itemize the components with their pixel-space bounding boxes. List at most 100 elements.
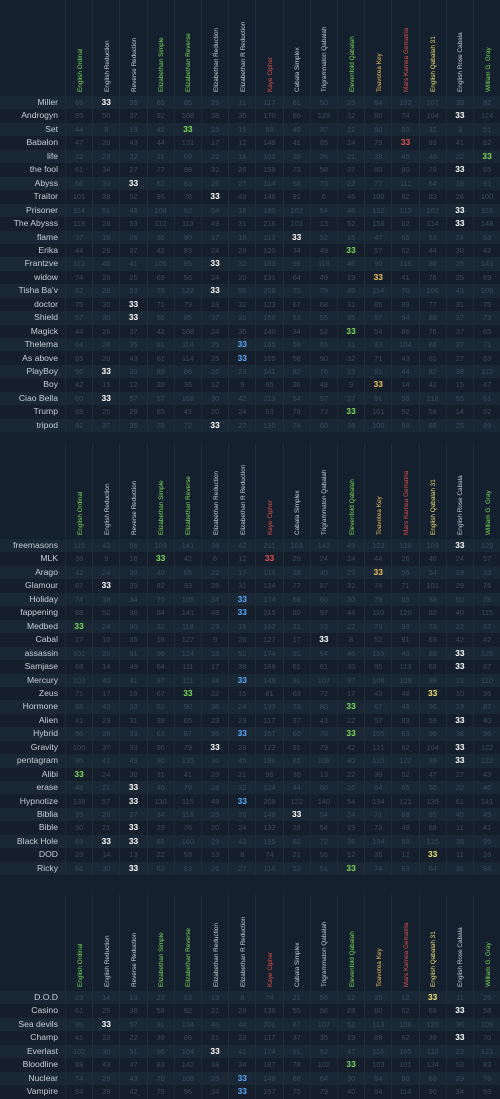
- value-cell: 53: [119, 217, 146, 231]
- table-row[interactable]: freemasons 115 43 56 109 141 38 42 211 103 142 49 12…: [0, 539, 500, 553]
- table-row[interactable]: DOD 23 14 13 22 53 13 8 74 21 56 12 35 12 33 11 26: [0, 848, 500, 862]
- table-row[interactable]: Cabal 17 10 35 18 127 9 26 127 17 33 8 52 91 63 42 42: [0, 633, 500, 647]
- value-cell: 13: [309, 767, 337, 782]
- table-row[interactable]: D.O.D 23 14 13 22 53 13 8 74 21 56 12 35 12 33 11 26: [0, 991, 500, 1005]
- table-row[interactable]: Zeus 71 17 19 67 33 22 15 81 63 72 17 43 48 33 10 96: [0, 686, 500, 701]
- table-row[interactable]: pentagram 95 41 49 90 135 36 45 196 85 108 40 110 122…: [0, 754, 500, 768]
- value-cell-highlighted: 33: [228, 606, 255, 620]
- table-row[interactable]: Abyss 66 30 33 62 63 26 27 114 58 73 22 77 111 64 18 91: [0, 176, 500, 191]
- value-cell: 42: [146, 243, 174, 258]
- table-row[interactable]: The Abysss 118 28 53 112 113 49 31 216 103 13 52 158…: [0, 217, 500, 231]
- table-row[interactable]: Glamour 87 33 39 82 93 28 31 134 77 87 32 74 71 101 29 7…: [0, 579, 500, 593]
- table-row[interactable]: Alibi 33 24 30 31 41 23 21 95 30 13 22 39 52 47 27 43: [0, 767, 500, 782]
- table-row[interactable]: Everlast 102 30 51 96 104 33 41 174 91 92 47 116 105 1…: [0, 1044, 500, 1059]
- table-row[interactable]: doctor 75 30 33 71 79 28 32 123 67 68 31 85 89 77 31 75: [0, 297, 500, 312]
- value-cell-highlighted: 33: [201, 257, 228, 271]
- column-header-row: English Ordinal English Reduction Reverse …: [0, 0, 500, 96]
- value-cell: 37: [309, 122, 337, 137]
- table-row[interactable]: Trump 88 25 29 83 42 20 24 63 78 73 33 101 52 58 14 92: [0, 405, 500, 419]
- value-cell: 48: [337, 203, 364, 217]
- value-cell: 67: [282, 297, 310, 312]
- value-cell: 129: [473, 539, 500, 553]
- table-row[interactable]: Biblia 35 26 37 34 116 25 33 148 33 54 24 71 88 95 45 45: [0, 808, 500, 822]
- table-row[interactable]: flame 37 19 26 35 90 17 18 113 33 52 15 47 65 53 24 53: [0, 230, 500, 244]
- value-cell: 46: [201, 1017, 228, 1032]
- table-row[interactable]: Alien 41 23 31 39 65 23 23 117 37 43 22 57 83 59 33 40: [0, 713, 500, 728]
- value-cell: 71: [364, 351, 391, 365]
- value-cell-highlighted: 33: [445, 713, 473, 728]
- table-row[interactable]: Tisha Ba'v 82 28 53 78 122 33 50 208 75 79 49 114 70 1…: [0, 284, 500, 298]
- table-row[interactable]: Set 44 8 19 42 33 15 15 68 40 37 22 50 83 32 3 51: [0, 122, 500, 137]
- value-cell: 69: [473, 270, 500, 285]
- table-row[interactable]: Hybrid 66 39 33 63 87 36 33 157 60 78 33 105 63 96 38 96: [0, 727, 500, 741]
- value-cell: 134: [418, 1058, 446, 1072]
- value-cell: 122: [173, 284, 201, 298]
- value-cell: 141: [473, 794, 500, 808]
- value-cell: 38: [201, 539, 228, 553]
- table-row[interactable]: Sea devils 96 33 57 91 134 46 44 201 87 107 52 113 10…: [0, 1017, 500, 1032]
- table-row[interactable]: As above 65 20 43 61 114 25 33 165 58 90 32 71 43 81 27…: [0, 351, 500, 365]
- value-cell: 57: [65, 311, 92, 325]
- table-row[interactable]: Prisoner 114 51 48 108 92 54 18 180 102 94 48 132 113…: [0, 203, 500, 217]
- table-row[interactable]: Gravity 100 37 33 96 79 33 28 123 91 79 42 121 92 104 3…: [0, 740, 500, 755]
- table-row[interactable]: Hypnotize 138 57 33 130 115 49 33 208 122 140 54 134…: [0, 794, 500, 808]
- table-row[interactable]: life 32 23 22 31 69 22 16 109 30 26 21 39 49 46 22 33: [0, 149, 500, 164]
- value-cell-highlighted: 33: [119, 311, 146, 325]
- row-phrase: As above: [22, 352, 58, 363]
- table-row[interactable]: Samjase 68 14 49 64 111 17 39 168 61 61 33 95 113 68 33…: [0, 660, 500, 674]
- table-row[interactable]: Nuclear 74 29 43 70 105 25 33 148 66 64 30 94 80 88 29 7…: [0, 1071, 500, 1086]
- value-cell: 79: [282, 700, 310, 714]
- table-row[interactable]: widow 74 29 25 69 56 24 20 131 64 49 19 33 41 76 25 69: [0, 270, 500, 285]
- value-cell: 63: [473, 351, 500, 365]
- value-cell: 20: [92, 646, 119, 660]
- row-phrase: Miller: [37, 97, 58, 107]
- table-row[interactable]: erase 48 21 33 46 79 28 32 124 44 60 26 64 65 50 22 46: [0, 781, 500, 795]
- table-row[interactable]: Androgyn 95 50 37 92 108 38 36 170 86 129 32 80 74 104…: [0, 109, 500, 123]
- value-cell: 39: [146, 713, 174, 728]
- table-row[interactable]: Miller 69 33 39 65 85 29 11 117 61 50 25 84 102 107 38 8…: [0, 96, 500, 110]
- value-cell: 187: [255, 1058, 282, 1072]
- value-cell: 36: [391, 391, 418, 406]
- table-row[interactable]: Shield 57 30 33 55 85 37 32 159 53 55 35 97 94 89 37 73: [0, 311, 500, 325]
- value-cell: 84: [65, 1085, 92, 1099]
- table-row[interactable]: Ricky 66 30 33 62 63 26 27 114 52 51 33 74 63 64 31 84: [0, 861, 500, 876]
- table-row[interactable]: assassin 101 20 61 96 124 18 52 174 91 94 46 110 43 89…: [0, 646, 500, 660]
- column-header: English Qabalah 31: [418, 0, 447, 96]
- table-row[interactable]: Babalon 47 20 43 44 131 17 12 148 41 85 14 79 33 93 41 6…: [0, 136, 500, 150]
- table-row[interactable]: Traitor 101 38 52 96 78 33 43 148 91 6 46 100 82 83 26 1…: [0, 190, 500, 204]
- row-phrase: Frantzve: [24, 258, 58, 269]
- table-row[interactable]: Champ 41 23 22 39 86 21 23 117 37 35 19 89 62 39 33 70: [0, 1031, 500, 1045]
- value-cell: 42: [228, 391, 255, 406]
- table-row[interactable]: Arago 42 24 30 40 65 22 17 118 38 45 29 33 55 54 19 33: [0, 565, 500, 580]
- table-row[interactable]: Vampire 84 39 42 79 96 34 33 157 75 79 40 94 114 90 34 9…: [0, 1085, 500, 1099]
- row-phrase: Alien: [38, 714, 58, 725]
- table-row[interactable]: Ciao Bella 60 33 57 57 168 30 42 213 54 57 27 91 36 11…: [0, 391, 500, 406]
- value-cell: 37: [119, 109, 146, 123]
- table-row[interactable]: Bloodline 88 43 47 83 142 38 34 187 78 102 33 103 101…: [0, 1058, 500, 1072]
- table-row[interactable]: Magick 44 26 37 42 108 24 36 140 34 52 33 54 86 76 37 65: [0, 324, 500, 339]
- table-row[interactable]: Erika 44 26 37 42 83 24 29 120 34 49 33 57 62 44 30 42: [0, 243, 500, 258]
- table-row[interactable]: Boy 42 15 12 39 36 12 9 65 36 48 9 33 14 42 15 47: [0, 378, 500, 392]
- table-row[interactable]: Thelema 64 28 35 61 114 25 33 165 58 65 31 93 104 86 37…: [0, 338, 500, 352]
- table-row[interactable]: tripod 82 37 35 78 72 33 27 130 74 60 38 100 88 68 25 89: [0, 418, 500, 433]
- value-cell: 57: [92, 794, 119, 808]
- value-cell: 52: [282, 861, 310, 876]
- table-row[interactable]: Bible 30 21 33 29 76 20 24 133 28 54 19 73 48 88 11 41: [0, 821, 500, 835]
- table-row[interactable]: Medbed 33 24 30 32 118 23 19 162 31 13 22 79 93 79 22 57: [0, 619, 500, 634]
- table-row[interactable]: PlayBoy 96 33 30 89 86 26 23 141 82 76 19 91 44 82 38 11…: [0, 365, 500, 379]
- table-row[interactable]: Black Hole 69 33 33 65 160 29 43 195 62 72 36 134 68 1…: [0, 834, 500, 849]
- value-cell: 65: [255, 378, 282, 392]
- value-cell: 34: [146, 808, 174, 822]
- table-row[interactable]: fappening 88 52 38 84 141 48 33 215 80 97 44 110 120 8…: [0, 606, 500, 620]
- table-row[interactable]: Mercury 103 40 41 97 111 34 33 149 91 107 37 108 109 9…: [0, 673, 500, 687]
- table-row[interactable]: Frantzve 112 40 41 105 85 33 32 183 99 118 46 90 118 8…: [0, 257, 500, 271]
- value-cell: 26: [201, 861, 228, 876]
- table-row[interactable]: Casino 61 25 38 58 92 21 29 136 55 56 28 60 62 69 33 58: [0, 1004, 500, 1018]
- value-cell: 60: [364, 1004, 391, 1018]
- value-cell: 112: [65, 257, 92, 271]
- value-cell: 148: [255, 136, 282, 150]
- table-row[interactable]: Hormone 88 43 33 82 90 38 24 139 79 80 33 67 48 96 19 87: [0, 700, 500, 714]
- table-row[interactable]: the fool 61 34 27 77 98 32 26 158 73 58 37 80 80 79 33 6…: [0, 163, 500, 177]
- table-row[interactable]: Holiday 74 38 34 70 105 34 33 174 66 60 30 79 65 88 50 7…: [0, 592, 500, 607]
- table-row[interactable]: MLK 36 9 18 33 42 6 12 33 29 24 14 44 26 46 24 57: [0, 552, 500, 566]
